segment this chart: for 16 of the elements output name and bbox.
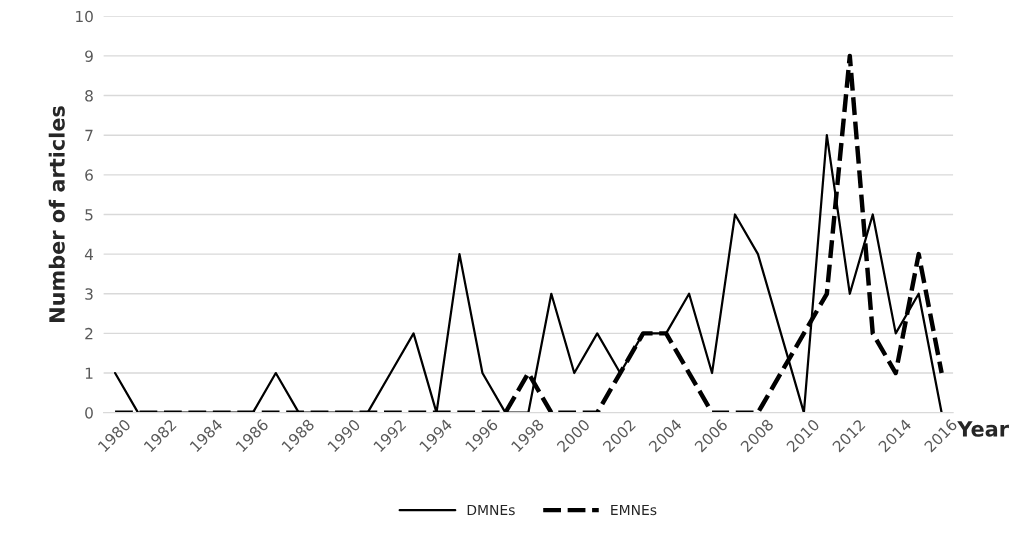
y-tick-label: 2 [85, 327, 93, 340]
y-tick-label: 10 [76, 10, 93, 23]
x-axis-title: Year [957, 421, 1009, 437]
legend-label: DMNEs [467, 504, 515, 516]
y-tick-label: 1 [85, 367, 93, 379]
y-tick-label: 7 [85, 129, 93, 142]
y-axis-title: Number of articles [48, 106, 65, 322]
y-tick-label: 0 [85, 407, 93, 419]
y-tick-label: 5 [85, 209, 93, 221]
y-tick-label: 6 [85, 169, 93, 181]
y-tick-label: 8 [85, 90, 93, 102]
y-tick-label: 3 [85, 288, 93, 300]
y-tick-label: 4 [84, 248, 94, 260]
line-series [112, 53, 944, 413]
y-tick-label: 9 [85, 50, 93, 62]
legend-label: EMNEs [611, 504, 657, 516]
